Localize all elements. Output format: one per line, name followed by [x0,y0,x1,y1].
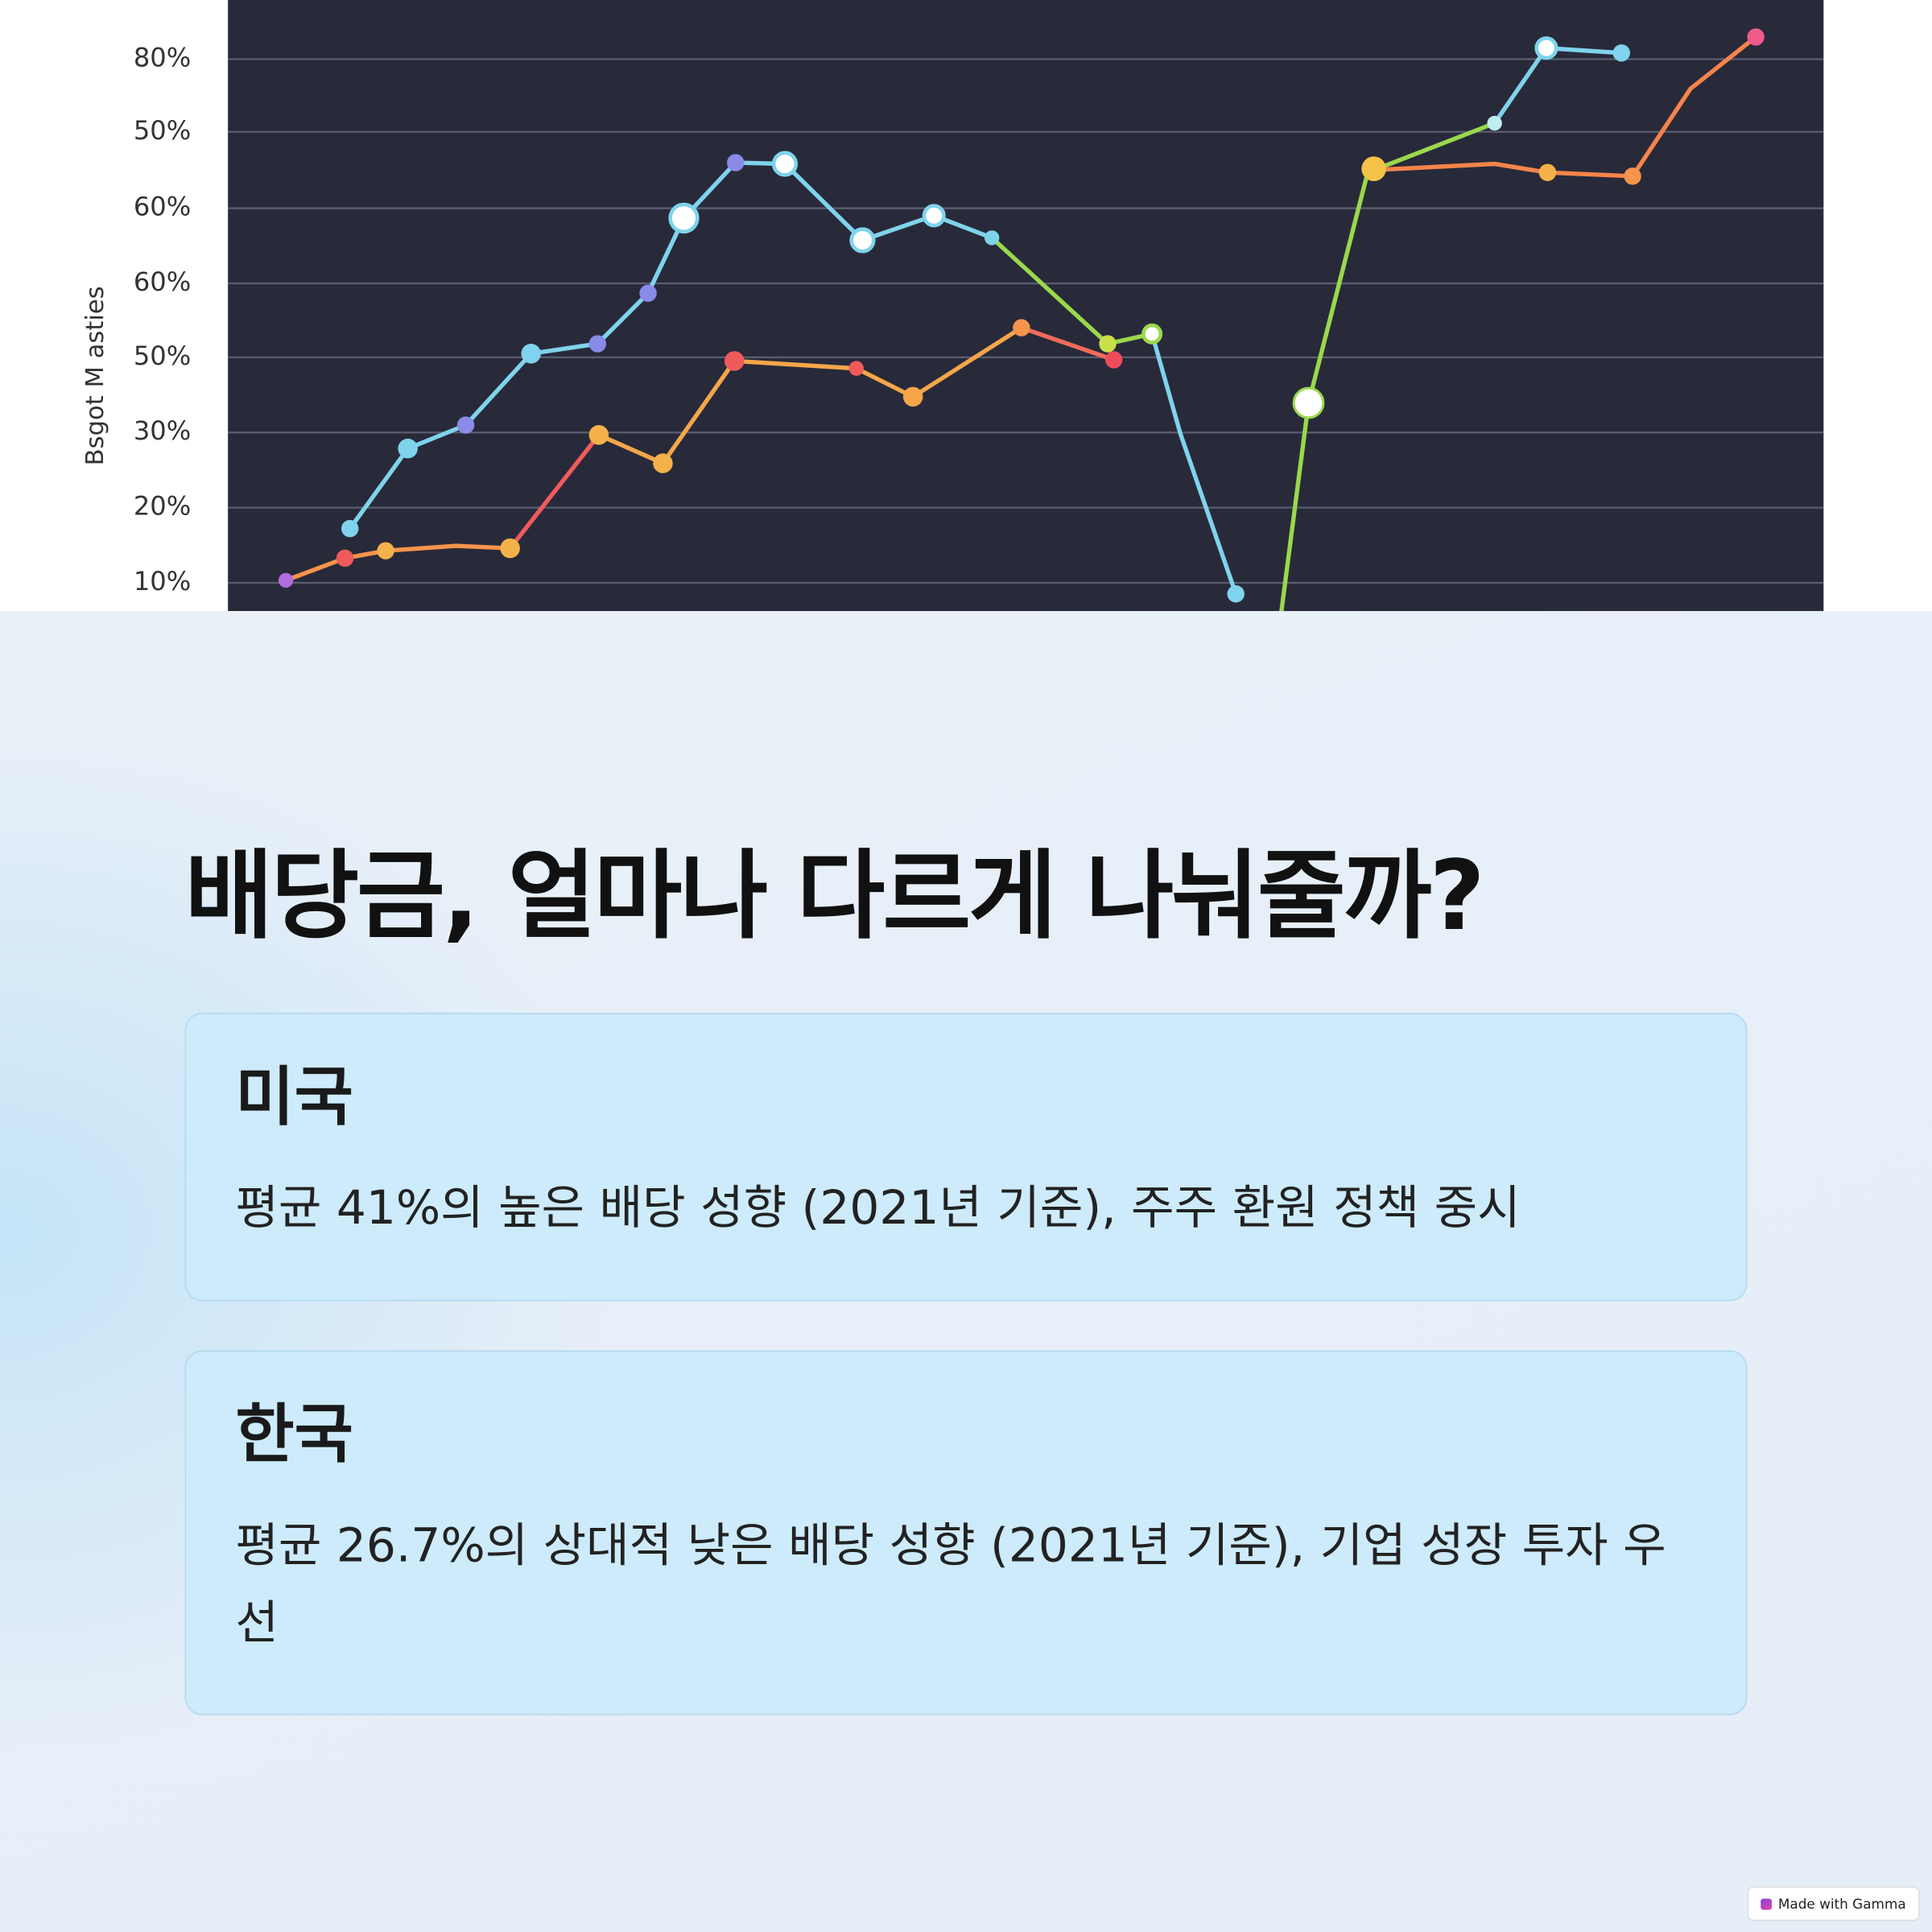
dot [1538,163,1557,181]
dot [336,549,354,568]
dots [278,28,1765,603]
dot [1227,585,1245,603]
dot [341,519,359,538]
dot [771,151,799,177]
badge-icon [1761,1897,1773,1909]
y-tick-label: 50% [134,115,191,146]
dot [588,425,609,445]
dot [848,361,864,376]
line [1373,35,1757,179]
dot [1487,115,1502,131]
line [597,325,1023,466]
dot [902,386,923,407]
dot [278,572,294,588]
card: 미국 평균 41%의 높은 배당 성향 (2021년 기준), 주주 환원 정책… [184,1013,1748,1302]
dot [1292,386,1325,419]
gamma-badge[interactable]: Made with Gamma [1747,1886,1920,1922]
line [508,433,601,550]
dot [1013,319,1030,336]
dot [1141,323,1163,345]
line [1150,333,1238,595]
card-text: 평균 41%의 높은 배당 성향 (2021년 기준), 주주 환원 정책 중시 [235,1180,1521,1235]
y-tick-label: 60% [134,266,191,297]
line [1020,325,1115,362]
dot [377,542,394,559]
plot-bg [228,0,1824,612]
dot [639,284,657,302]
dot [398,438,418,459]
dot [653,453,673,473]
ticks: 80% 50% 60% 60% 50% 30% 20% 10% [134,42,1824,597]
dot [922,204,946,228]
badge-text: Made with Gamma [1777,1895,1906,1912]
dot [668,202,700,234]
dot [984,230,1000,246]
dot [1747,28,1765,46]
dot [521,344,541,364]
dot [588,335,607,353]
card-heading: 한국 [235,1398,353,1473]
dot [456,416,475,434]
y-tick-label: 30% [134,415,191,446]
dot [724,351,745,371]
dot [1361,156,1386,181]
dot [500,538,520,559]
dot [1624,167,1641,185]
card-heading: 미국 [235,1060,353,1135]
dot [1099,335,1117,353]
y-tick-label: 60% [134,192,191,222]
y-tick-label: 20% [134,491,191,522]
slide-title: 배당금, 얼마나 다르게 나눠줄까? [184,841,1485,953]
y-axis-label: Bsgot M asties [81,286,109,465]
dot [849,227,876,254]
chart-image: 80% 50% 60% 60% 50% 30% 20% 10% Bsgot M asties [0,0,1932,612]
card-text: 평균 26.7%의 상대적 낮은 배당 성향 (2021년 기준), 기업 성장… [235,1517,1666,1650]
card: 한국 평균 26.7%의 상대적 낮은 배당 성향 (2021년 기준), 기업… [184,1350,1748,1715]
y-tick-label: 10% [134,566,191,597]
y-tick-label: 80% [134,42,191,72]
dot [727,154,745,171]
y-tick-label: 50% [134,341,191,371]
dot [1612,44,1630,62]
line [1279,121,1496,612]
dot [1104,351,1123,369]
dot [1534,36,1558,60]
